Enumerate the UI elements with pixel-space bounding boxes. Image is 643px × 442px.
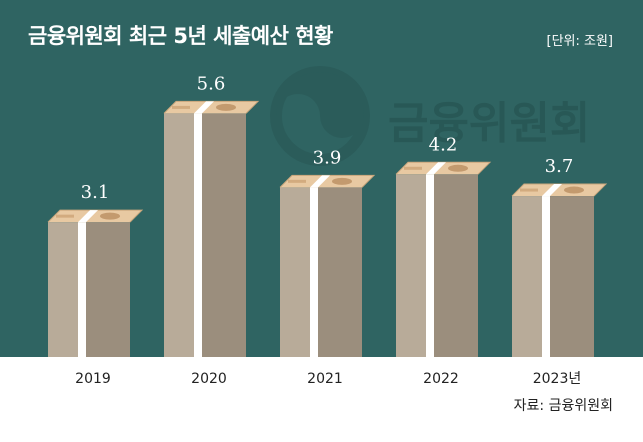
bar-2022 (395, 161, 492, 357)
bar-side-face (198, 113, 246, 358)
banknote-pattern-icon (172, 105, 190, 109)
bar-top-band (194, 101, 214, 114)
bar-2021 (279, 174, 376, 357)
value-label-2020: 5.6 (197, 73, 226, 94)
value-label-2023년: 3.7 (545, 156, 574, 177)
bar-top-outline (163, 100, 260, 114)
bar-front-face (396, 174, 430, 357)
bar-top-face (396, 162, 490, 175)
banknote-portrait-icon (216, 103, 236, 111)
bar-top-band (78, 210, 98, 223)
bar-front-face (164, 113, 198, 358)
bar-top-face (48, 210, 142, 223)
value-labels-layer: 3.1 5.6 3.9 4.2 3.7 (81, 73, 574, 203)
bar-top-outline (395, 161, 492, 175)
banknote-pattern-icon (288, 179, 306, 183)
value-label-2019: 3.1 (81, 182, 110, 203)
bar-side-face (430, 174, 478, 357)
banknote-portrait-icon (564, 186, 584, 194)
value-label-2022: 4.2 (429, 134, 458, 155)
value-label-2021: 3.9 (313, 147, 342, 168)
category-labels-layer: 2019 2020 2021 2022 2023년 (75, 371, 581, 387)
unit-label: [단위: 조원] (546, 34, 614, 49)
axis-panel (0, 357, 643, 442)
bar-band (194, 113, 202, 358)
source-value: 금융위원회 (548, 398, 613, 414)
source-label: 자료: (513, 398, 545, 414)
bar-top-outline (279, 174, 376, 188)
bar-top-face (280, 175, 374, 188)
bar-top-face (164, 101, 258, 114)
bar-2023년 (511, 183, 608, 357)
watermark-text: 금융위원회 (388, 98, 590, 149)
bar-front-face (280, 187, 314, 357)
banknote-pattern-icon (404, 166, 422, 170)
bar-top-outline (47, 209, 144, 223)
banknote-portrait-icon (332, 177, 352, 185)
bar-side-face (82, 222, 130, 357)
category-label-2021: 2021 (307, 371, 343, 387)
banknote-pattern-icon (56, 214, 74, 218)
bar-top-band (542, 184, 562, 197)
bar-side-face (546, 196, 594, 357)
banknote-portrait-icon (100, 212, 120, 220)
chart-title: 금융위원회 최근 5년 세출예산 현황 (28, 24, 333, 48)
banknote-portrait-icon (448, 164, 468, 172)
bar-side-face (314, 187, 362, 357)
bars-layer (47, 100, 608, 358)
source-note: 자료: 금융위원회 (514, 395, 613, 415)
category-label-2023년: 2023년 (533, 371, 582, 387)
government-emblem-icon (270, 66, 370, 166)
bar-band (426, 174, 434, 357)
bar-2020 (163, 100, 260, 358)
bar-band (78, 222, 86, 357)
bar-2019 (47, 209, 144, 357)
bar-band (542, 196, 550, 357)
watermark: 금융위원회 (270, 66, 590, 166)
category-label-2020: 2020 (191, 371, 227, 387)
bar-band (310, 187, 318, 357)
banknote-pattern-icon (520, 188, 538, 192)
bar-top-outline (511, 183, 608, 197)
bar-top-band (310, 175, 330, 188)
bar-top-band (426, 162, 446, 175)
category-label-2019: 2019 (75, 371, 111, 387)
bar-top-face (512, 184, 606, 197)
bar-front-face (48, 222, 82, 357)
bar-front-face (512, 196, 546, 357)
category-label-2022: 2022 (423, 371, 459, 387)
